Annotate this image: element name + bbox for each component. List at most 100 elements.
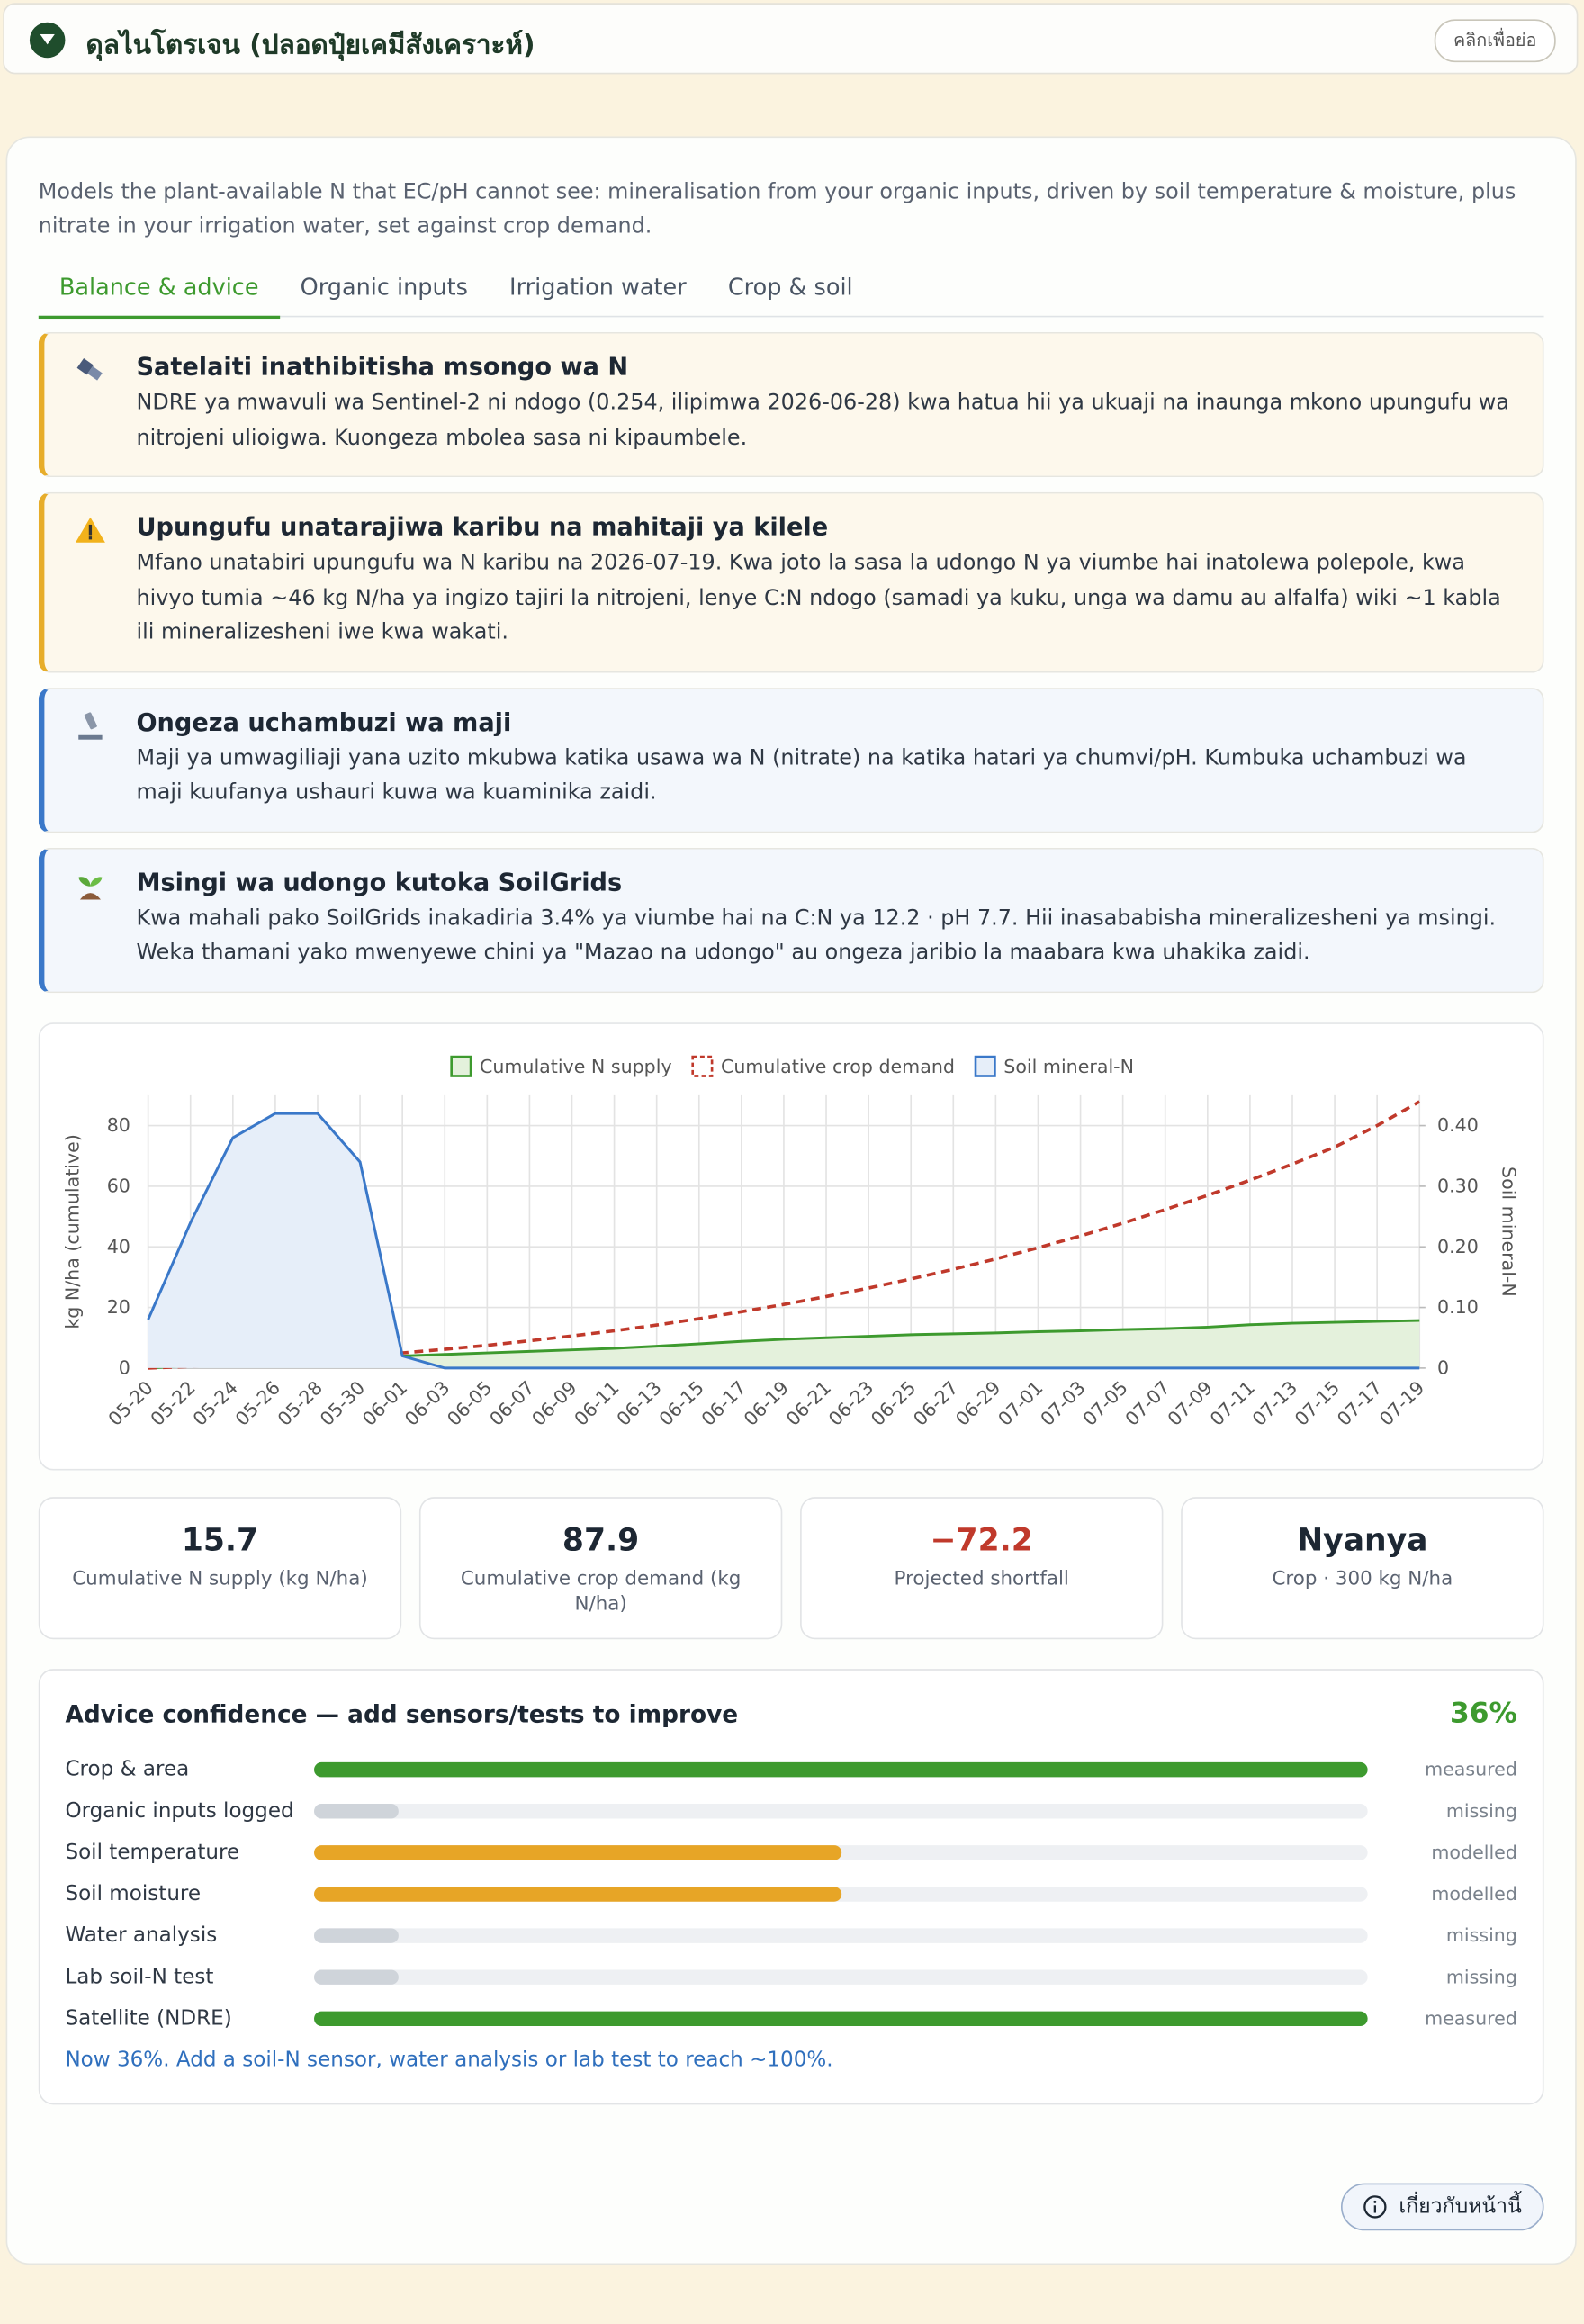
x-tick-label: 06-05 (443, 1376, 496, 1429)
bar (314, 1803, 399, 1818)
x-tick-label: 07-07 (1121, 1376, 1174, 1429)
legend: Cumulative N supply Cumulative crop deman… (450, 1054, 1134, 1076)
x-tick-label: 06-13 (613, 1376, 666, 1429)
alert-title: Ongeza uchambuzi wa maji (136, 707, 512, 736)
confidence-row: Soil temperature modelled (65, 1831, 1516, 1872)
row-status: modelled (1431, 1841, 1517, 1863)
confidence-row: Satellite (NDRE) measured (65, 1997, 1516, 2039)
stats: 15.7 Cumulative N supply (kg N/ha) 87.9 Cum… (38, 1496, 1544, 1639)
bar-track (314, 2010, 1368, 2026)
alert-title: Upungufu unatarajiwa karibu na mahitaji … (136, 512, 829, 542)
row-label: Soil temperature (65, 1840, 240, 1864)
row-status: modelled (1431, 1882, 1517, 1905)
x-tick-label: 06-09 (527, 1376, 580, 1429)
stat-value: 87.9 (562, 1521, 640, 1557)
tab[interactable]: Crop & soil (727, 274, 853, 302)
legend-swatch (974, 1054, 996, 1076)
card: Models the plant-available N that EC/pH … (5, 136, 1577, 2265)
x-tick-label: 07-01 (994, 1376, 1047, 1429)
collapse-icon[interactable] (29, 22, 66, 59)
line (147, 1111, 1420, 1369)
y-tick-label: 20 (107, 1295, 130, 1317)
row-status: missing (1445, 1799, 1517, 1822)
alert-icon (78, 876, 103, 899)
stat-card: Nyanya Crop · 300 kg N/ha (1181, 1496, 1544, 1639)
alert: Ongeza uchambuzi wa maji Maji ya umwagili… (38, 687, 1544, 833)
toggle-button[interactable]: คลิกเพื่อย่อ (1434, 19, 1556, 63)
alert-icon (75, 517, 105, 543)
bar (314, 1886, 842, 1901)
stat-label: Cumulative N supply (kg N/ha) (72, 1567, 368, 1590)
alert-title: Satelaiti inathibitisha msongo wa N (136, 352, 629, 382)
row-label: Crop & area (65, 1757, 190, 1781)
caret (40, 33, 55, 45)
x-tick-label: 06-17 (698, 1376, 751, 1429)
bar-track (314, 1968, 1368, 1985)
bar-track (314, 1844, 1368, 1860)
y-tick-label: 80 (107, 1113, 130, 1135)
row-label: Satellite (NDRE) (65, 2005, 232, 2031)
y2-tick-label: 0 (1437, 1356, 1449, 1378)
tabs: Balance & advice Organic inputs Irrigation… (38, 274, 1544, 320)
stat-label: Cumulative crop demand (kg N/ha) (460, 1567, 742, 1616)
x-tick-label: 05-20 (104, 1376, 158, 1429)
x-tick-label: 07-03 (1036, 1376, 1089, 1429)
about-button[interactable]: เกี่ยวกับหน้านี้ (1341, 2183, 1544, 2231)
header: ดุลไนโตรเจน (ปลอดปุ๋ยเคมีสังเคราะห์) คลิ… (3, 3, 1579, 75)
x-tick-label: 07-17 (1333, 1376, 1386, 1429)
row-label: Soil moisture (65, 1881, 202, 1905)
tab[interactable]: Organic inputs (300, 274, 468, 302)
y2-tick-label: 0.10 (1437, 1295, 1479, 1317)
bar (314, 1844, 842, 1860)
x-tick-label: 06-25 (867, 1376, 920, 1429)
row-label: Lab soil-N test (65, 1964, 214, 1989)
confidence-title: Advice confidence — add sensors/tests to… (65, 1698, 739, 1728)
y-tick-label: 40 (107, 1235, 130, 1257)
bar-track (314, 1761, 1368, 1777)
row-label: Water analysis (65, 1923, 218, 1947)
tab[interactable]: Irrigation water (509, 274, 687, 302)
x-tick-label: 07-11 (1206, 1376, 1259, 1429)
confidence-row: Organic inputs logged missing (65, 1789, 1516, 1831)
x-tick-label: 06-07 (485, 1376, 538, 1429)
stat-label: Crop · 300 kg N/ha (1272, 1567, 1454, 1590)
x-tick-label: 05-22 (147, 1376, 200, 1429)
x-tick-label: 06-01 (358, 1376, 411, 1429)
x-tick-label: 06-29 (951, 1376, 1004, 1429)
alert: Msingi wa udongo kutoka SoilGrids Kwa mah… (38, 847, 1544, 993)
alert-title: Msingi wa udongo kutoka SoilGrids (136, 868, 623, 896)
row-status: measured (1425, 1757, 1517, 1780)
stat-value: −72.2 (930, 1521, 1033, 1557)
stat-value: Nyanya (1297, 1521, 1428, 1557)
alert-body: NDRE ya mwavuli wa Sentinel-2 ni ndogo (… (136, 391, 1509, 450)
confidence-row: Soil moisture modelled (65, 1873, 1516, 1914)
x-tick-label: 07-19 (1375, 1376, 1428, 1429)
bar (314, 1927, 399, 1943)
row-label: Organic inputs logged (65, 1798, 294, 1823)
y2-tick-label: 0.30 (1437, 1175, 1479, 1196)
tab[interactable]: Balance & advice (38, 275, 280, 320)
legend-swatch (691, 1054, 714, 1076)
x-tick-label: 06-23 (824, 1376, 878, 1429)
stat-card: 87.9 Cumulative crop demand (kg N/ha) (418, 1496, 783, 1639)
header-title: ดุลไนโตรเจน (ปลอดปุ๋ยเคมีสังเคราะห์) (86, 29, 536, 61)
x-tick-label: 05-30 (316, 1376, 369, 1429)
bar (314, 2010, 1368, 2026)
bar-track (314, 1803, 1368, 1818)
alert-body: Kwa mahali pako SoilGrids inakadiria 3.4… (136, 905, 1497, 966)
alert-body: Mfano unatabiri upungufu wa N karibu na … (136, 551, 1501, 645)
alert-icon (76, 358, 103, 381)
x-tick-label: 05-26 (231, 1376, 284, 1429)
bar-track (314, 1927, 1368, 1943)
stat-value: 15.7 (181, 1521, 259, 1557)
x-tick-label: 07-05 (1079, 1376, 1132, 1429)
confidence-row: Crop & area measured (65, 1748, 1516, 1789)
confidence-rows: Crop & area measured Organic inputs logged… (65, 1748, 1516, 2039)
description: Models the plant-available N that EC/pH … (38, 180, 1516, 239)
bar-track (314, 1886, 1368, 1901)
bar (314, 1761, 1368, 1777)
stat-label: Projected shortfall (894, 1567, 1069, 1590)
info-icon (1364, 2195, 1387, 2219)
bar (314, 1968, 399, 1985)
